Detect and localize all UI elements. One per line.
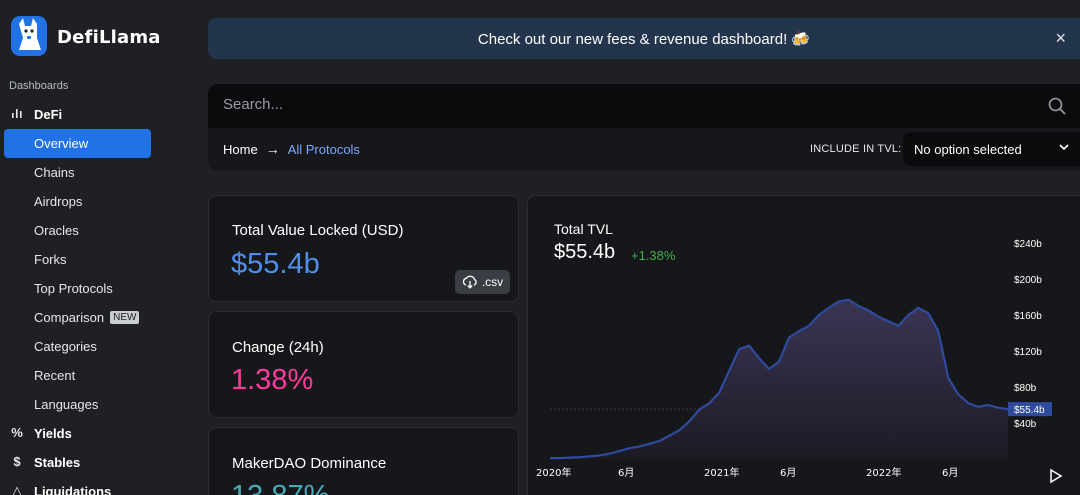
x-tick-label: 6月	[780, 467, 796, 479]
y-tick-label: $200b	[1014, 275, 1042, 286]
y-tick-label: $160b	[1014, 311, 1042, 322]
bar-chart-icon	[10, 107, 24, 121]
dominance-card-title: MakerDAO Dominance	[232, 455, 387, 472]
close-icon[interactable]: ×	[1055, 28, 1066, 48]
sidebar-item-yields[interactable]: % Yields	[0, 419, 196, 448]
tvl-chart[interactable]: $240b $200b $160b $120b $80b $40b $55.4b 2020年 6…	[528, 196, 1080, 495]
sidebar-item-label: Categories	[34, 339, 97, 354]
dominance-card: MakerDAO Dominance 13.87%	[208, 427, 519, 495]
announcement-banner[interactable]: Check out our new fees & revenue dashboa…	[208, 18, 1080, 59]
sidebar-item-label: Airdrops	[34, 194, 83, 209]
sidebar-item-languages[interactable]: Languages	[0, 390, 196, 419]
change-card-value: 1.38%	[231, 364, 314, 396]
search-input[interactable]	[223, 96, 1003, 113]
sidebar-item-label: Yields	[34, 426, 72, 441]
brand-name: DefiLlama	[57, 26, 161, 48]
sidebar-item-recent[interactable]: Recent	[0, 361, 196, 390]
triangle-icon: △	[12, 483, 22, 495]
llama-logo-icon	[11, 16, 47, 56]
sidebar-item-label: Overview	[34, 136, 89, 151]
current-value-label: $55.4b	[1014, 405, 1045, 416]
new-badge: NEW	[110, 311, 140, 324]
sidebar-item-top-protocols[interactable]: Top Protocols	[0, 274, 196, 303]
sidebar-item-label: Recent	[34, 368, 76, 383]
sidebar-item-label: Forks	[34, 252, 67, 267]
x-tick-label: 2022年	[866, 466, 901, 479]
play-icon[interactable]	[1049, 468, 1063, 484]
sidebar-nav: DeFi Overview Chains Airdrops Oracles Fo…	[0, 100, 196, 495]
chevron-down-icon	[1059, 144, 1069, 151]
x-tick-label: 6月	[942, 467, 958, 479]
sidebar-item-label: Comparison	[34, 310, 105, 325]
y-tick-label: $80b	[1014, 383, 1037, 394]
change-card: Change (24h) 1.38%	[208, 311, 519, 418]
change-card-title: Change (24h)	[232, 339, 324, 356]
sidebar: DefiLlama Dashboards DeFi Overview Chain…	[0, 0, 196, 495]
sidebar-item-oracles[interactable]: Oracles	[0, 216, 196, 245]
tvl-line	[550, 298, 1009, 460]
tvl-chart-card: $240b $200b $160b $120b $80b $40b $55.4b 2020年 6…	[527, 195, 1080, 495]
x-tick-label: 6月	[618, 467, 634, 479]
include-in-tvl-label: INCLUDE IN TVL:	[810, 143, 902, 155]
dominance-card-value: 13.87%	[231, 480, 329, 495]
chart-value: $55.4b	[554, 241, 616, 263]
sidebar-item-label: Oracles	[34, 223, 79, 238]
tvl-card-title: Total Value Locked (USD)	[232, 222, 404, 239]
sidebar-item-label: Chains	[34, 165, 75, 180]
sidebar-item-airdrops[interactable]: Airdrops	[0, 187, 196, 216]
breadcrumb-current[interactable]: All Protocols	[287, 141, 360, 157]
y-tick-label: $240b	[1014, 239, 1042, 250]
chart-title: Total TVL	[554, 221, 613, 237]
sidebar-item-categories[interactable]: Categories	[0, 332, 196, 361]
current-value-marker	[1008, 402, 1052, 417]
tvl-card-value: $55.4b	[231, 248, 320, 280]
y-tick-label: $120b	[1014, 347, 1042, 358]
search-bar	[208, 84, 1080, 128]
sidebar-item-label: Stables	[34, 455, 81, 470]
percent-icon: %	[11, 425, 23, 440]
sidebar-item-label: Liquidations	[34, 484, 112, 495]
csv-label: .csv	[481, 275, 504, 289]
logo[interactable]: DefiLlama	[9, 14, 161, 60]
x-tick-label: 2020年	[536, 466, 571, 479]
dashboards-label: Dashboards	[9, 80, 69, 92]
sidebar-item-liquidations[interactable]: △ Liquidations	[0, 477, 196, 495]
tvl-card: Total Value Locked (USD) $55.4b .csv	[208, 195, 519, 302]
sidebar-item-label: DeFi	[34, 107, 63, 122]
sidebar-item-stables[interactable]: $ Stables	[0, 448, 196, 477]
cloud-download-icon	[462, 275, 477, 289]
sidebar-item-label: Top Protocols	[34, 281, 113, 296]
sidebar-item-defi[interactable]: DeFi	[0, 100, 196, 129]
search-icon[interactable]	[1048, 97, 1066, 115]
dollar-icon: $	[13, 454, 21, 469]
x-tick-label: 2021年	[704, 466, 739, 479]
sidebar-item-forks[interactable]: Forks	[0, 245, 196, 274]
breadcrumb-home[interactable]: Home	[223, 141, 258, 157]
sidebar-item-chains[interactable]: Chains	[0, 158, 196, 187]
include-in-tvl-select[interactable]: No option selected	[903, 132, 1080, 166]
chart-change: +1.38%	[631, 248, 676, 263]
arrow-right-icon: →	[265, 141, 280, 157]
sidebar-item-overview[interactable]: Overview	[4, 129, 151, 158]
sidebar-item-comparison[interactable]: Comparison NEW	[0, 303, 196, 332]
search-panel: Home → All Protocols INCLUDE IN TVL: No …	[208, 84, 1080, 171]
download-csv-button[interactable]: .csv	[455, 270, 510, 294]
banner-text: Check out our new fees & revenue dashboa…	[477, 30, 811, 48]
y-tick-label: $40b	[1014, 419, 1037, 430]
tvl-area	[550, 299, 1008, 459]
select-value: No option selected	[914, 141, 1022, 157]
breadcrumb: Home → All Protocols	[223, 141, 360, 157]
sidebar-item-label: Languages	[34, 397, 99, 412]
